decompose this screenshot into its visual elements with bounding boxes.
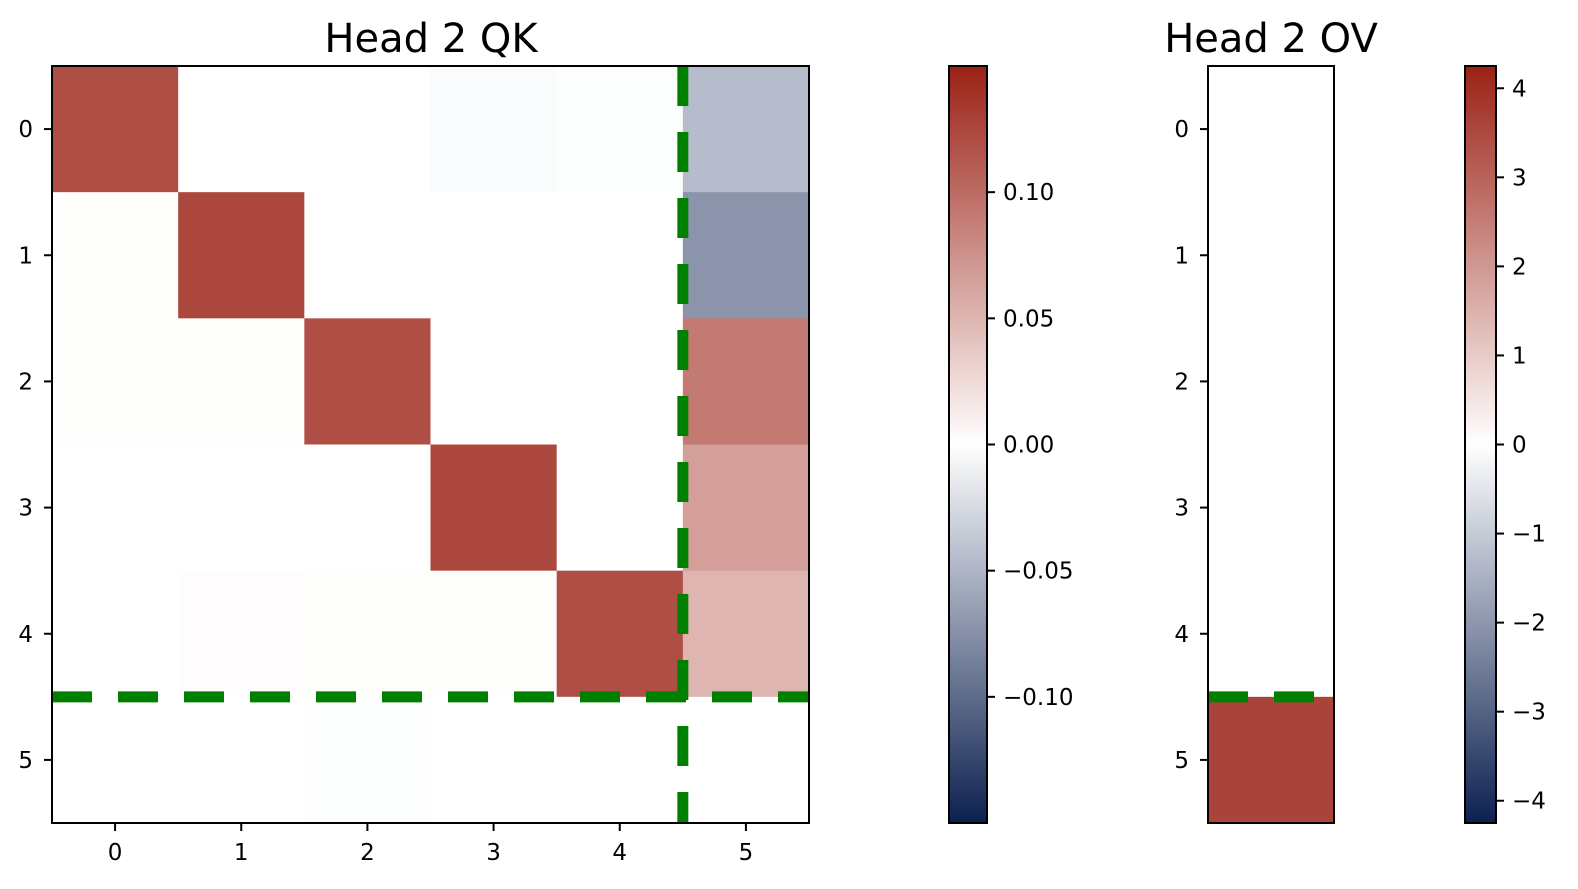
y-tick-label: 1 — [1174, 243, 1189, 269]
x-tick-label: 3 — [486, 840, 501, 866]
ov-heatmap: 0 1 2 3 4 5 — [1174, 65, 1335, 824]
colorbar-tick-label: 0.00 — [1003, 433, 1054, 459]
heatmap-cell — [178, 570, 305, 698]
heatmap-cell — [682, 66, 810, 193]
heatmap-cell — [52, 66, 179, 193]
heatmap-cell — [304, 192, 431, 319]
heatmap-cell — [430, 318, 558, 445]
colorbar-tick-label: −1 — [1512, 522, 1546, 548]
colorbar-tick-label: −2 — [1512, 611, 1546, 637]
y-tick-label: 4 — [18, 622, 33, 648]
heatmap-cell — [682, 318, 810, 445]
colorbar-tick-label: 1 — [1512, 343, 1527, 369]
heatmap-cell — [430, 570, 558, 698]
x-tick-label: 4 — [612, 840, 627, 866]
y-tick-label: 4 — [1174, 622, 1189, 648]
heatmap-cell — [304, 696, 431, 824]
colorbar-tick-label: −3 — [1512, 700, 1546, 726]
colorbar-gradient — [1465, 66, 1496, 823]
heatmap-cell — [52, 696, 179, 824]
heatmap-cell — [556, 570, 684, 698]
heatmap-cell — [52, 192, 179, 319]
y-tick-label: 1 — [18, 243, 33, 269]
heatmap-cell — [682, 192, 810, 319]
heatmap-cell — [430, 192, 558, 319]
y-tick-label: 0 — [18, 117, 33, 143]
heatmap-cell — [682, 444, 810, 572]
y-tick-label: 5 — [1174, 748, 1189, 774]
heatmap-cell — [178, 192, 305, 319]
heatmap-cell — [52, 444, 179, 572]
colorbar-tick-label: −4 — [1512, 789, 1546, 815]
heatmap-cell — [1208, 444, 1335, 572]
colorbar-tick-label: 0 — [1512, 433, 1527, 459]
y-tick-label: 3 — [18, 496, 33, 522]
qk-title: Head 2 QK — [324, 16, 539, 62]
heatmap-cell — [430, 66, 558, 193]
colorbar-tick-label: 4 — [1512, 76, 1527, 102]
heatmap-cell — [304, 66, 431, 193]
colorbar-tick-label: −0.10 — [1003, 685, 1073, 711]
y-tick-label: 3 — [1174, 496, 1189, 522]
heatmap-cell — [556, 444, 684, 572]
heatmap-cell — [178, 318, 305, 445]
x-tick-label: 2 — [360, 840, 375, 866]
plot-frame — [1207, 65, 1335, 824]
colorbar-tick-label: 0.10 — [1003, 180, 1054, 206]
heatmap-cell — [1208, 66, 1335, 193]
heatmap-cell — [430, 696, 558, 824]
heatmap-cell — [556, 318, 684, 445]
y-tick-label: 5 — [18, 748, 33, 774]
colorbar-gradient — [949, 66, 987, 823]
heatmap-cell — [52, 570, 179, 698]
ov-title: Head 2 OV — [1164, 16, 1378, 62]
heatmap-cell — [304, 318, 431, 445]
heatmap-cell — [556, 696, 684, 824]
heatmap-cell — [682, 570, 810, 698]
heatmap-cell — [178, 66, 305, 193]
colorbar-tick-label: −0.05 — [1003, 559, 1073, 585]
qk-colorbar: 0.10 0.05 0.00 −0.05 −0.10 — [948, 65, 1073, 824]
qk-heatmap: 0 1 2 3 4 5 0 1 2 3 4 5 — [18, 65, 810, 866]
heatmap-cell — [178, 696, 305, 824]
heatmap-cell — [1208, 696, 1335, 824]
heatmap-cell — [304, 570, 431, 698]
heatmap-cell — [1208, 192, 1335, 319]
ov-colorbar: 4 3 2 1 0 −1 −2 −3 −4 — [1464, 65, 1546, 824]
heatmap-cell — [304, 444, 431, 572]
y-tick-label: 2 — [18, 369, 33, 395]
x-tick-label: 5 — [739, 840, 754, 866]
heatmap-cell — [178, 444, 305, 572]
heatmap-cell — [556, 66, 684, 193]
y-tick-label: 0 — [1174, 117, 1189, 143]
heatmap-cell — [430, 444, 558, 572]
heatmap-cell — [1208, 570, 1335, 698]
y-tick-label: 2 — [1174, 369, 1189, 395]
x-tick-label: 1 — [234, 840, 249, 866]
heatmap-cell — [52, 318, 179, 445]
colorbar-tick-label: 2 — [1512, 254, 1527, 280]
heatmap-cell — [1208, 318, 1335, 445]
heatmap-cell — [682, 696, 810, 824]
heatmap-cell — [556, 192, 684, 319]
colorbar-tick-label: 0.05 — [1003, 306, 1054, 332]
colorbar-tick-label: 3 — [1512, 165, 1527, 191]
plot-frame — [51, 65, 810, 824]
x-tick-label: 0 — [108, 840, 123, 866]
